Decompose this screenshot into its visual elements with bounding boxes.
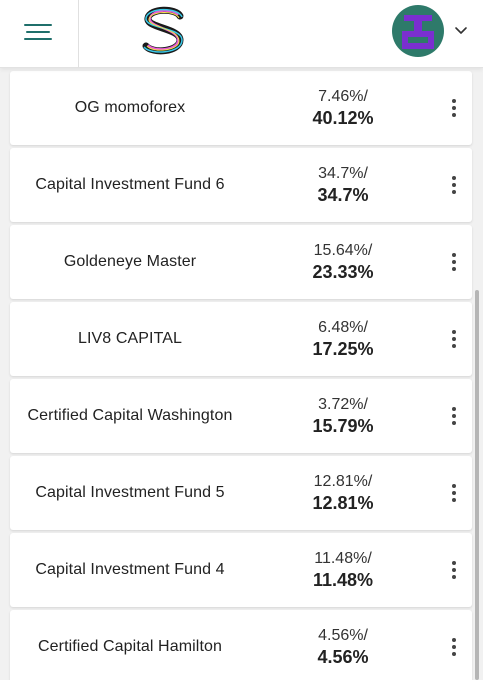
more-options-icon[interactable] <box>447 533 461 607</box>
fund-name: OG momoforex <box>74 99 186 116</box>
return-secondary: 6.48%/ <box>318 319 368 336</box>
fund-card[interactable]: Certified Capital Washington 3.72%/ 15.7… <box>10 379 472 453</box>
fund-card[interactable]: Certified Capital Hamilton 4.56%/ 4.56% <box>10 610 472 680</box>
return-secondary: 34.7%/ <box>318 165 368 182</box>
app-header <box>0 0 483 68</box>
user-avatar[interactable] <box>392 5 444 57</box>
fund-name: Certified Capital Washington <box>27 407 233 424</box>
more-options-icon[interactable] <box>447 379 461 453</box>
more-options-icon[interactable] <box>447 148 461 222</box>
hamburger-menu-icon[interactable] <box>24 16 58 48</box>
return-primary: 4.56% <box>317 647 369 667</box>
return-secondary: 3.72%/ <box>318 396 368 413</box>
fund-returns: 11.48%/ 11.48% <box>278 533 408 607</box>
return-primary: 34.7% <box>317 185 369 205</box>
fund-card[interactable]: Capital Investment Fund 5 12.81%/ 12.81% <box>10 456 472 530</box>
fund-name: Goldeneye Master <box>63 253 197 270</box>
return-primary: 15.79% <box>312 416 374 436</box>
return-secondary: 15.64%/ <box>313 242 373 259</box>
return-primary: 17.25% <box>312 339 374 359</box>
fund-returns: 7.46%/ 40.12% <box>278 71 408 145</box>
more-options-icon[interactable] <box>447 225 461 299</box>
fund-card[interactable]: Goldeneye Master 15.64%/ 23.33% <box>10 225 472 299</box>
more-options-icon[interactable] <box>447 71 461 145</box>
fund-returns: 3.72%/ 15.79% <box>278 379 408 453</box>
scrollbar[interactable] <box>475 290 479 680</box>
return-secondary: 12.81%/ <box>313 473 373 490</box>
fund-name: Capital Investment Fund 5 <box>35 484 225 501</box>
return-primary: 40.12% <box>312 108 374 128</box>
chevron-down-icon[interactable] <box>453 24 469 38</box>
fund-name: Capital Investment Fund 6 <box>35 176 225 193</box>
header-divider <box>78 0 79 68</box>
fund-returns: 4.56%/ 4.56% <box>278 610 408 680</box>
more-options-icon[interactable] <box>447 302 461 376</box>
fund-card[interactable]: Capital Investment Fund 6 34.7%/ 34.7% <box>10 148 472 222</box>
return-primary: 23.33% <box>312 262 374 282</box>
fund-list: OG momoforex 7.46%/ 40.12% Capital Inves… <box>10 71 472 680</box>
fund-returns: 12.81%/ 12.81% <box>278 456 408 530</box>
fund-name: Certified Capital Hamilton <box>37 638 222 655</box>
more-options-icon[interactable] <box>447 456 461 530</box>
fund-returns: 6.48%/ 17.25% <box>278 302 408 376</box>
more-options-icon[interactable] <box>447 610 461 680</box>
s-logo-icon[interactable] <box>136 4 192 58</box>
fund-card[interactable]: OG momoforex 7.46%/ 40.12% <box>10 71 472 145</box>
return-secondary: 11.48%/ <box>314 550 372 567</box>
fund-returns: 34.7%/ 34.7% <box>278 148 408 222</box>
return-secondary: 7.46%/ <box>318 88 368 105</box>
fund-returns: 15.64%/ 23.33% <box>278 225 408 299</box>
return-primary: 11.48% <box>312 570 374 590</box>
fund-name: Capital Investment Fund 4 <box>35 561 225 578</box>
pixel-avatar-icon <box>392 5 444 57</box>
fund-card[interactable]: LIV8 CAPITAL 6.48%/ 17.25% <box>10 302 472 376</box>
return-secondary: 4.56%/ <box>318 627 368 644</box>
fund-name: LIV8 CAPITAL <box>77 330 183 347</box>
return-primary: 12.81% <box>312 493 374 513</box>
fund-card[interactable]: Capital Investment Fund 4 11.48%/ 11.48% <box>10 533 472 607</box>
